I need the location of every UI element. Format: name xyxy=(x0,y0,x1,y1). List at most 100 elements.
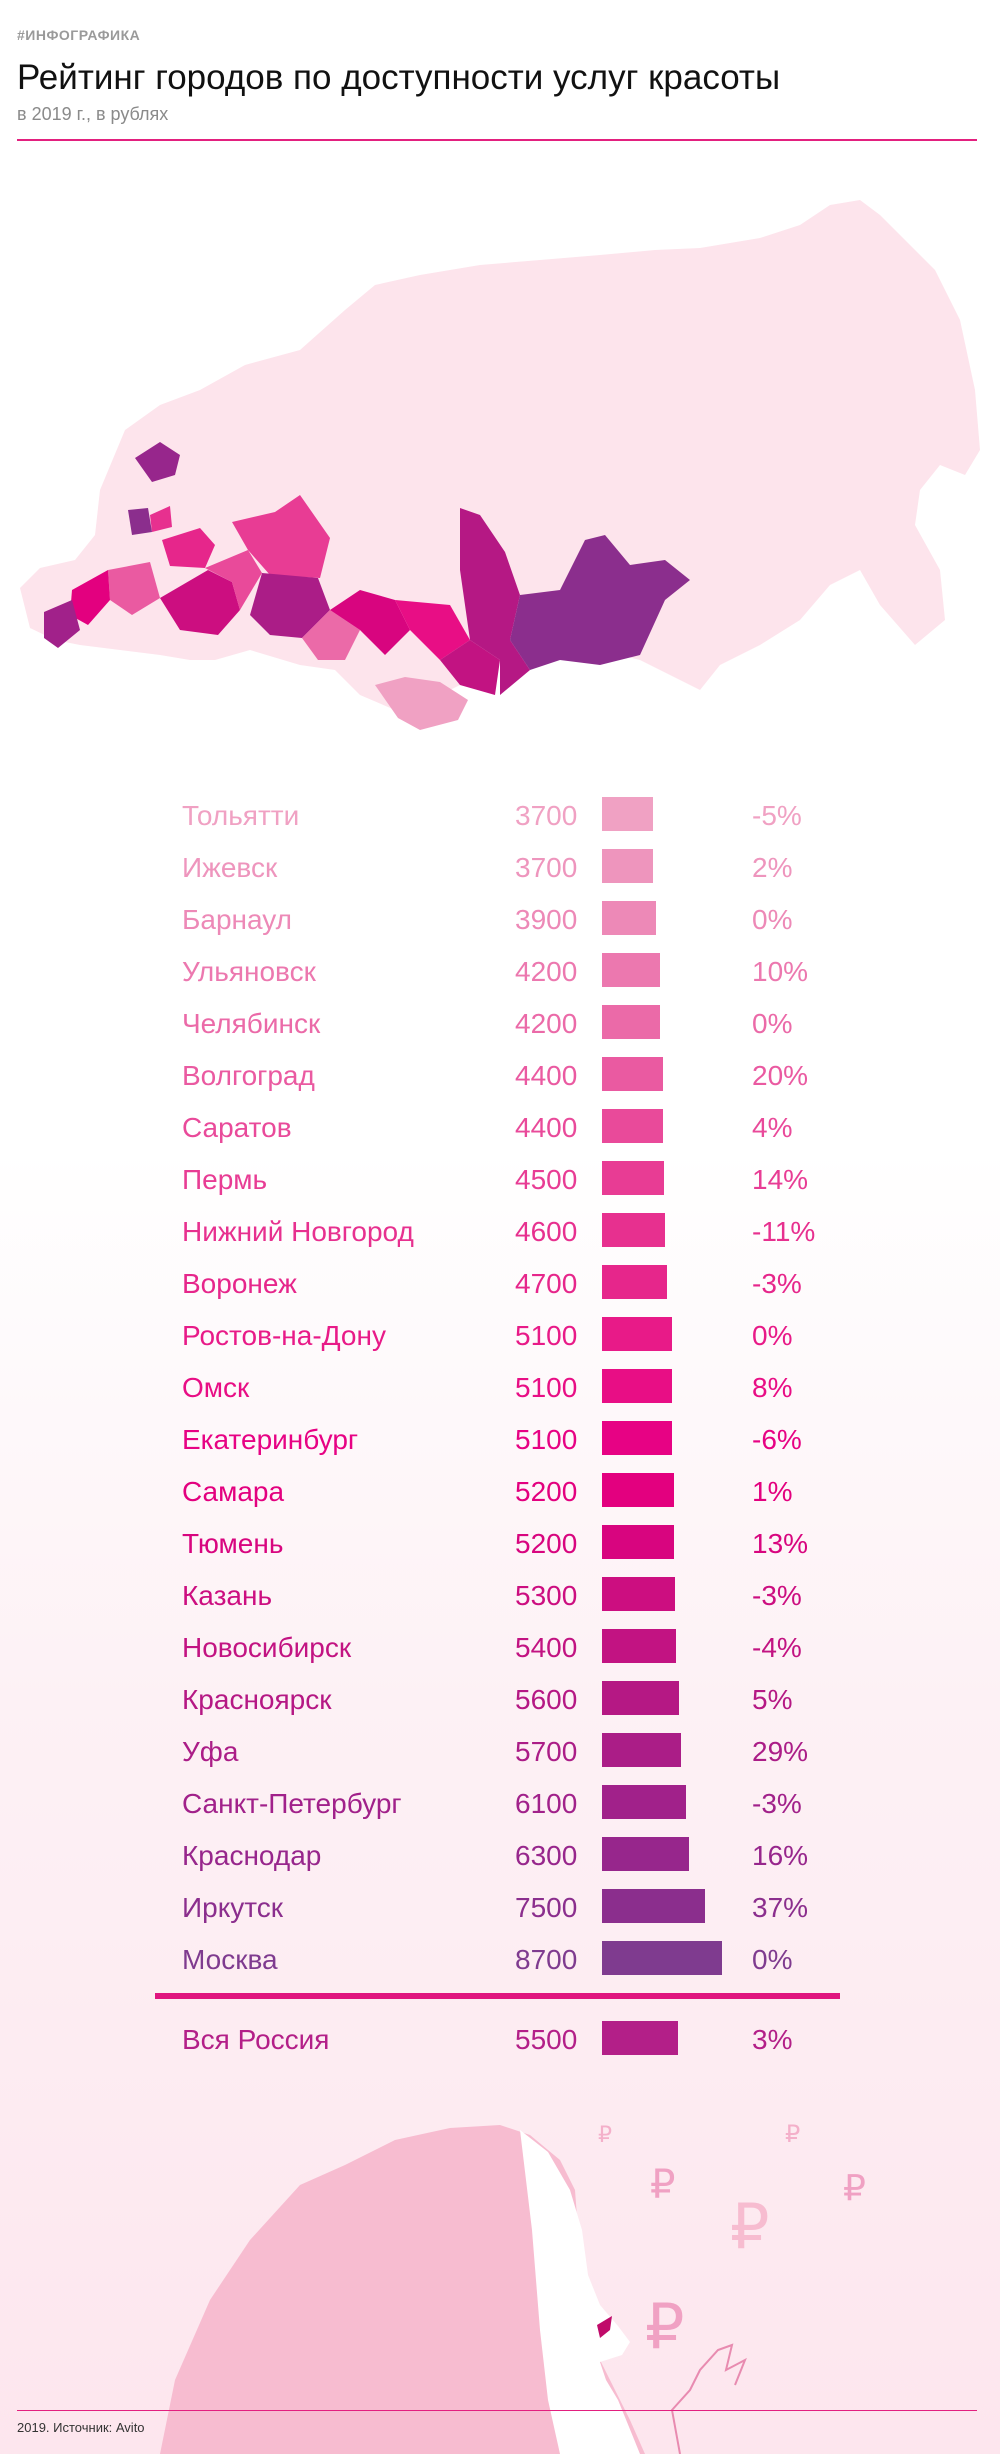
ranking-row: Ульяновск 4200 10% xyxy=(0,950,1000,990)
ranking-row: Нижний Новгород 4600 -11% xyxy=(0,1210,1000,1250)
ranking-row: Иркутск 7500 37% xyxy=(0,1886,1000,1926)
woman-illustration: ₽ ₽ ₽ ₽ ₽ ₽ xyxy=(160,2120,866,2454)
ruble-icon: ₽ xyxy=(645,2290,684,2363)
ranking-row: Ростов-на-Дону 5100 0% xyxy=(0,1314,1000,1354)
value-bar xyxy=(602,1785,686,1819)
lips-shape xyxy=(597,2316,612,2338)
city-label: Барнаул xyxy=(182,904,292,935)
city-label: Красноярск xyxy=(182,1684,332,1715)
ranking-row: Волгоград 4400 20% xyxy=(0,1054,1000,1094)
change-label: 0% xyxy=(752,1944,793,1975)
ruble-icon: ₽ xyxy=(650,2162,675,2208)
value-label: 5200 xyxy=(515,1476,578,1507)
value-label: 6300 xyxy=(515,1840,578,1871)
value-label: 5700 xyxy=(515,1736,578,1767)
region-saratov xyxy=(205,550,262,610)
value-bar xyxy=(602,1733,681,1767)
city-label: Иркутск xyxy=(182,1892,284,1923)
ranking-row: Самара 5200 1% xyxy=(0,1470,1000,1510)
region-chelyabinsk xyxy=(302,610,360,660)
value-label: 4500 xyxy=(515,1164,578,1195)
footer-divider xyxy=(17,2410,977,2411)
city-label: Казань xyxy=(182,1580,273,1611)
ranking-row: Москва 8700 0% xyxy=(0,1938,1000,1978)
city-label: Екатеринбург xyxy=(182,1424,359,1455)
total-label: Вся Россия xyxy=(182,2024,330,2055)
city-label: Тольятти xyxy=(182,800,300,831)
value-bar xyxy=(602,1525,674,1559)
total-value: 5500 xyxy=(515,2024,578,2055)
ranking-row: Воронеж 4700 -3% xyxy=(0,1262,1000,1302)
region-krasnodar xyxy=(44,600,80,648)
change-label: 13% xyxy=(752,1528,809,1559)
region-spb xyxy=(135,442,180,482)
change-label: 14% xyxy=(752,1164,809,1195)
change-label: 5% xyxy=(752,1684,793,1715)
value-label: 3700 xyxy=(515,800,578,831)
value-label: 7500 xyxy=(515,1892,578,1923)
value-bar xyxy=(602,849,653,883)
infographic-tag: #ИНФОГРАФИКА xyxy=(17,27,141,43)
city-label: Нижний Новгород xyxy=(182,1216,414,1247)
change-label: 1% xyxy=(752,1476,793,1507)
region-omsk xyxy=(395,600,470,660)
change-label: -3% xyxy=(752,1580,802,1611)
city-label: Москва xyxy=(182,1944,278,1975)
change-label: 8% xyxy=(752,1372,793,1403)
city-label: Краснодар xyxy=(182,1840,322,1871)
change-label: 10% xyxy=(752,956,809,987)
city-label: Самара xyxy=(182,1476,285,1507)
ranking-row: Саратов 4400 4% xyxy=(0,1106,1000,1146)
ranking-row: Ижевск 3700 2% xyxy=(0,846,1000,886)
value-bar xyxy=(602,1369,672,1403)
value-bar xyxy=(602,1213,665,1247)
value-bar xyxy=(602,1837,689,1871)
city-label: Омск xyxy=(182,1372,250,1403)
change-label: -3% xyxy=(752,1788,802,1819)
ranking-row: Новосибирск 5400 -4% xyxy=(0,1626,1000,1666)
face-shape xyxy=(520,2130,640,2454)
value-label: 5200 xyxy=(515,1528,578,1559)
change-label: 37% xyxy=(752,1892,809,1923)
city-label: Тюмень xyxy=(182,1528,284,1559)
value-label: 4400 xyxy=(515,1112,578,1143)
value-label: 4600 xyxy=(515,1216,578,1247)
region-samara xyxy=(70,570,110,625)
total-row: Вся Россия 5500 3% xyxy=(0,2018,1000,2058)
change-label: 0% xyxy=(752,904,793,935)
city-label: Челябинск xyxy=(182,1008,321,1039)
change-label: -6% xyxy=(752,1424,802,1455)
region-kazan xyxy=(160,570,240,635)
value-label: 5100 xyxy=(515,1372,578,1403)
change-label: -11% xyxy=(752,1216,816,1247)
city-label: Новосибирск xyxy=(182,1632,352,1663)
ruble-icon: ₽ xyxy=(843,2168,866,2209)
value-label: 5100 xyxy=(515,1320,578,1351)
value-label: 3900 xyxy=(515,904,578,935)
city-label: Саратов xyxy=(182,1112,292,1143)
change-label: -5% xyxy=(752,800,802,831)
total-divider xyxy=(155,1993,840,1999)
page-subtitle: в 2019 г., в рублях xyxy=(17,104,169,124)
city-label: Волгоград xyxy=(182,1060,315,1091)
change-label: 0% xyxy=(752,1320,793,1351)
hand-outline xyxy=(670,2343,747,2454)
value-bar xyxy=(602,1057,663,1091)
region-volgograd xyxy=(108,562,160,615)
source-note: 2019. Источник: Avito xyxy=(17,2420,145,2435)
region-irkutsk xyxy=(510,535,690,670)
value-bar xyxy=(602,953,660,987)
ruble-icon: ₽ xyxy=(785,2120,800,2148)
region-ufa xyxy=(250,573,330,638)
total-change: 3% xyxy=(752,2024,793,2055)
value-bar xyxy=(602,1473,674,1507)
change-label: -3% xyxy=(752,1268,802,1299)
ranking-row: Красноярск 5600 5% xyxy=(0,1678,1000,1718)
ruble-icon: ₽ xyxy=(598,2123,612,2148)
region-nizhny xyxy=(150,506,172,532)
city-label: Воронеж xyxy=(182,1268,297,1299)
change-label: 4% xyxy=(752,1112,793,1143)
total-bar xyxy=(602,2021,678,2055)
value-label: 5600 xyxy=(515,1684,578,1715)
value-label: 4200 xyxy=(515,956,578,987)
